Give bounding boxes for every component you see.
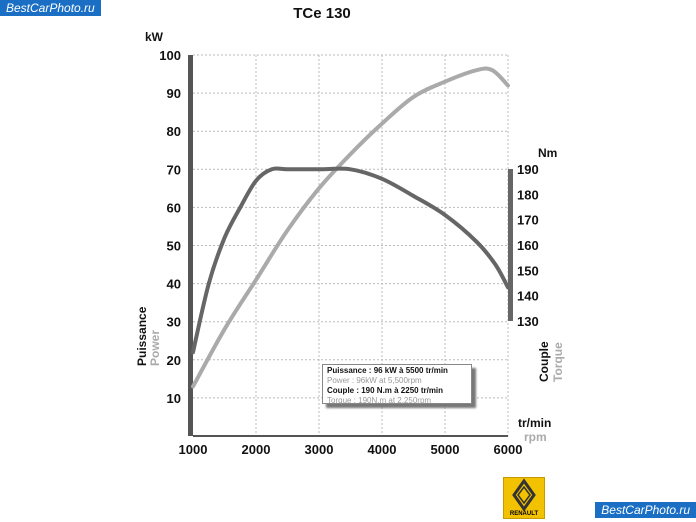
x-tick-label: 6000: [494, 442, 523, 457]
power-line: [191, 66, 510, 389]
y-right-tick-label: 140: [517, 289, 539, 304]
y-right-tick-label: 150: [517, 263, 539, 278]
logo-text: RENAULT: [509, 511, 539, 517]
y-left-tick-label: 70: [167, 162, 181, 177]
y-left-tick-label: 80: [167, 124, 181, 139]
x-unit: tr/min: [518, 416, 551, 430]
y-left-label: Puissance: [135, 306, 149, 366]
watermark-top: BestCarPhoto.ru: [0, 0, 101, 16]
legend-line-3: Couple : 190 N.m à 2250 tr/min: [327, 386, 444, 395]
torque-line: [191, 166, 510, 355]
renault-diamond-icon: [512, 478, 536, 512]
y-left-tick-label: 90: [167, 86, 181, 101]
x-tick-label: 4000: [368, 442, 397, 457]
x-tick-label: 1000: [179, 442, 208, 457]
tick-labels: 1000 2000 3000 4000 5000 6000 10 20 30 40 50 60 70 80…: [159, 48, 538, 457]
y-right-unit: Nm: [538, 146, 557, 160]
watermark-bottom: BestCarPhoto.ru: [595, 502, 696, 518]
y-right-tick-label: 190: [517, 162, 539, 177]
y-left-tick-label: 100: [159, 48, 181, 63]
renault-logo: RENAULT: [503, 477, 545, 519]
y-left-label-en: Power: [148, 330, 162, 366]
y-left-tick-label: 60: [167, 200, 181, 215]
series-lines: [191, 66, 510, 389]
y-right-axis-bar: [508, 169, 513, 321]
legend-line-1: Puissance : 96 kW à 5500 tr/min: [327, 366, 448, 375]
y-left-tick-label: 10: [167, 391, 181, 406]
y-left-tick-label: 50: [167, 239, 181, 254]
y-right-tick-label: 170: [517, 213, 539, 228]
x-tick-label: 2000: [242, 442, 271, 457]
legend-line-2: Power : 96kW at 5,500rpm: [327, 376, 422, 385]
y-right-label-en: Torque: [551, 342, 565, 382]
legend: Puissance : 96 kW à 5500 tr/min Power : …: [322, 364, 472, 405]
y-right-tick-label: 180: [517, 187, 539, 202]
y-left-unit: kW: [145, 30, 164, 44]
y-left-axis-bar: [188, 55, 193, 436]
legend-line-4: Torque : 190N.m at 2,250rpm: [327, 396, 432, 405]
x-unit-en: rpm: [524, 430, 547, 444]
y-left-tick-label: 20: [167, 353, 181, 368]
chart-title: TCe 130: [293, 5, 351, 22]
y-left-tick-label: 40: [167, 277, 181, 292]
x-tick-label: 5000: [431, 442, 460, 457]
y-right-tick-label: 130: [517, 314, 539, 329]
y-right-tick-label: 160: [517, 238, 539, 253]
axes: [188, 55, 513, 437]
x-tick-label: 3000: [305, 442, 334, 457]
y-right-label: Couple: [537, 341, 551, 382]
y-left-tick-label: 30: [167, 315, 181, 330]
